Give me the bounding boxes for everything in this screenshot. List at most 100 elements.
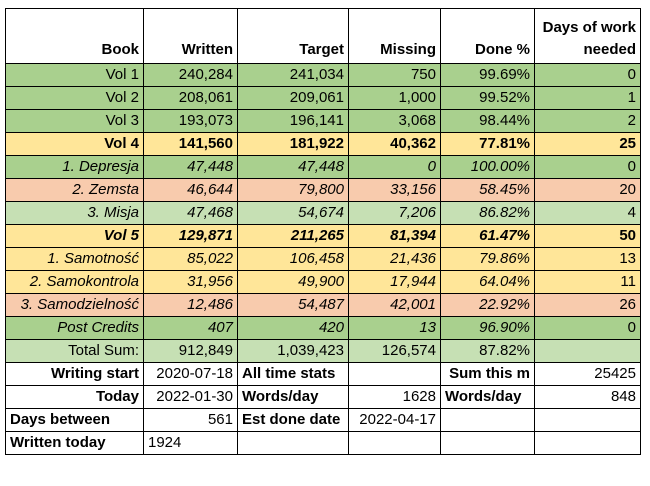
empty-cell[interactable] (440, 431, 535, 455)
cell-done[interactable]: 77.81% (440, 132, 535, 156)
cell-target[interactable]: 181,922 (237, 132, 349, 156)
cell-written[interactable]: 912,849 (143, 339, 238, 363)
cell-missing[interactable]: 13 (348, 316, 441, 340)
today-value[interactable]: 2022-01-30 (143, 385, 238, 409)
cell-done[interactable]: 61.47% (440, 224, 535, 248)
cell-missing[interactable]: 3,068 (348, 109, 441, 133)
cell-written[interactable]: 193,073 (143, 109, 238, 133)
cell-missing[interactable]: 33,156 (348, 178, 441, 202)
header-target[interactable]: Target (237, 8, 349, 64)
est-done-date-label[interactable]: Est done date (237, 408, 349, 432)
cell-done[interactable]: 79.86% (440, 247, 535, 271)
cell-target[interactable]: 196,141 (237, 109, 349, 133)
cell-done[interactable]: 98.44% (440, 109, 535, 133)
cell-days[interactable]: 11 (534, 270, 641, 294)
cell-target[interactable]: 79,800 (237, 178, 349, 202)
cell-book[interactable]: Vol 2 (5, 86, 144, 110)
cell-missing[interactable]: 17,944 (348, 270, 441, 294)
empty-cell[interactable] (440, 408, 535, 432)
words-per-day-value[interactable]: 1628 (348, 385, 441, 409)
cell-book[interactable]: 3. Misja (5, 201, 144, 225)
writing-start-label[interactable]: Writing start (5, 362, 144, 386)
cell-target[interactable]: 420 (237, 316, 349, 340)
cell-days[interactable]: 0 (534, 155, 641, 179)
cell-days[interactable]: 2 (534, 109, 641, 133)
empty-cell[interactable] (237, 431, 349, 455)
cell-days[interactable]: 1 (534, 86, 641, 110)
cell-book[interactable]: Vol 5 (5, 224, 144, 248)
cell-written[interactable]: 47,448 (143, 155, 238, 179)
cell-target[interactable]: 47,448 (237, 155, 349, 179)
cell-target[interactable]: 49,900 (237, 270, 349, 294)
cell-days[interactable]: 25 (534, 132, 641, 156)
cell-target[interactable]: 241,034 (237, 63, 349, 87)
cell-done[interactable]: 58.45% (440, 178, 535, 202)
written-today-value[interactable]: 1924 (143, 431, 238, 455)
sum-this-month-label[interactable]: Sum this m (440, 362, 535, 386)
cell-missing[interactable]: 81,394 (348, 224, 441, 248)
words-per-day-month-label[interactable]: Words/day (440, 385, 535, 409)
cell-book[interactable]: 3. Samodzielność (5, 293, 144, 317)
cell-missing[interactable]: 1,000 (348, 86, 441, 110)
writing-start-value[interactable]: 2020-07-18 (143, 362, 238, 386)
cell-days[interactable]: 26 (534, 293, 641, 317)
cell-missing[interactable]: 7,206 (348, 201, 441, 225)
cell-days[interactable]: 0 (534, 316, 641, 340)
cell-written[interactable]: 240,284 (143, 63, 238, 87)
cell-days[interactable]: 20 (534, 178, 641, 202)
est-done-date-value[interactable]: 2022-04-17 (348, 408, 441, 432)
cell-book[interactable]: 1. Depresja (5, 155, 144, 179)
empty-cell[interactable] (534, 431, 641, 455)
cell-done[interactable]: 100.00% (440, 155, 535, 179)
cell-done[interactable]: 96.90% (440, 316, 535, 340)
days-between-value[interactable]: 561 (143, 408, 238, 432)
header-missing[interactable]: Missing (348, 8, 441, 64)
sum-this-month-value[interactable]: 25425 (534, 362, 641, 386)
cell-done[interactable]: 87.82% (440, 339, 535, 363)
cell-written[interactable]: 12,486 (143, 293, 238, 317)
cell-missing[interactable]: 40,362 (348, 132, 441, 156)
cell-done[interactable]: 86.82% (440, 201, 535, 225)
header-days[interactable]: Days of work needed (534, 8, 641, 64)
cell-target[interactable]: 211,265 (237, 224, 349, 248)
cell-target[interactable]: 1,039,423 (237, 339, 349, 363)
cell-book[interactable]: Vol 1 (5, 63, 144, 87)
cell-target[interactable]: 54,674 (237, 201, 349, 225)
cell-target[interactable]: 209,061 (237, 86, 349, 110)
cell-done[interactable]: 22.92% (440, 293, 535, 317)
empty-cell[interactable] (348, 362, 441, 386)
cell-written[interactable]: 31,956 (143, 270, 238, 294)
cell-book[interactable]: 2. Zemsta (5, 178, 144, 202)
cell-done[interactable]: 99.69% (440, 63, 535, 87)
cell-book[interactable]: 1. Samotność (5, 247, 144, 271)
cell-written[interactable]: 141,560 (143, 132, 238, 156)
cell-written[interactable]: 46,644 (143, 178, 238, 202)
header-written[interactable]: Written (143, 8, 238, 64)
cell-target[interactable]: 106,458 (237, 247, 349, 271)
cell-missing[interactable]: 42,001 (348, 293, 441, 317)
header-book[interactable]: Book (5, 8, 144, 64)
cell-days[interactable]: 13 (534, 247, 641, 271)
cell-book[interactable]: Vol 3 (5, 109, 144, 133)
cell-missing[interactable]: 750 (348, 63, 441, 87)
cell-written[interactable]: 208,061 (143, 86, 238, 110)
cell-book[interactable]: Total Sum: (5, 339, 144, 363)
empty-cell[interactable] (534, 408, 641, 432)
empty-cell[interactable] (348, 431, 441, 455)
header-done[interactable]: Done % (440, 8, 535, 64)
cell-target[interactable]: 54,487 (237, 293, 349, 317)
cell-book[interactable]: 2. Samokontrola (5, 270, 144, 294)
today-label[interactable]: Today (5, 385, 144, 409)
cell-days[interactable]: 4 (534, 201, 641, 225)
days-between-label[interactable]: Days between (5, 408, 144, 432)
cell-book[interactable]: Post Credits (5, 316, 144, 340)
cell-written[interactable]: 129,871 (143, 224, 238, 248)
all-time-stats-label[interactable]: All time stats (237, 362, 349, 386)
cell-book[interactable]: Vol 4 (5, 132, 144, 156)
cell-written[interactable]: 47,468 (143, 201, 238, 225)
cell-missing[interactable]: 0 (348, 155, 441, 179)
cell-done[interactable]: 64.04% (440, 270, 535, 294)
cell-missing[interactable]: 21,436 (348, 247, 441, 271)
cell-days[interactable]: 50 (534, 224, 641, 248)
cell-written[interactable]: 85,022 (143, 247, 238, 271)
